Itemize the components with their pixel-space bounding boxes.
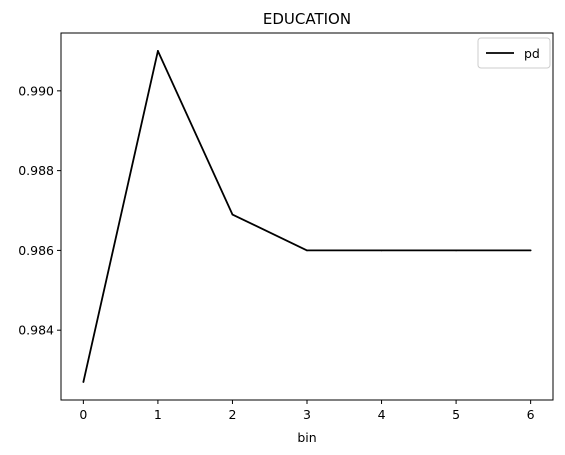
data-point	[455, 249, 457, 252]
chart-title: EDUCATION	[263, 10, 351, 28]
data-point	[529, 249, 532, 252]
y-tick-label: 0.986	[18, 243, 54, 258]
data-point	[82, 381, 85, 383]
plot-area	[60, 32, 554, 401]
x-tick-label: 0	[79, 407, 87, 422]
data-point	[380, 249, 383, 252]
x-tick-label: 3	[303, 407, 311, 422]
x-axis-label: bin	[297, 430, 316, 445]
x-tick-label: 4	[378, 407, 386, 422]
x-tick-label: 1	[154, 407, 162, 422]
axis-ticks: 0 1 2 3 4 5 6 0.984 0.986 0.988 0.990	[18, 83, 534, 422]
data-point	[306, 249, 308, 252]
legend-label-pd: pd	[524, 46, 540, 61]
plot-frame	[60, 32, 554, 401]
legend: pd	[477, 37, 551, 69]
x-tick-label: 5	[452, 407, 460, 422]
y-tick-label: 0.990	[18, 83, 54, 98]
y-tick-label: 0.984	[18, 323, 54, 338]
x-tick-label: 2	[228, 407, 236, 422]
data-point	[157, 50, 159, 52]
x-tick-label: 6	[527, 407, 535, 422]
series-line-pd	[82, 50, 531, 383]
y-tick-label: 0.988	[18, 163, 54, 178]
data-point	[231, 213, 234, 216]
